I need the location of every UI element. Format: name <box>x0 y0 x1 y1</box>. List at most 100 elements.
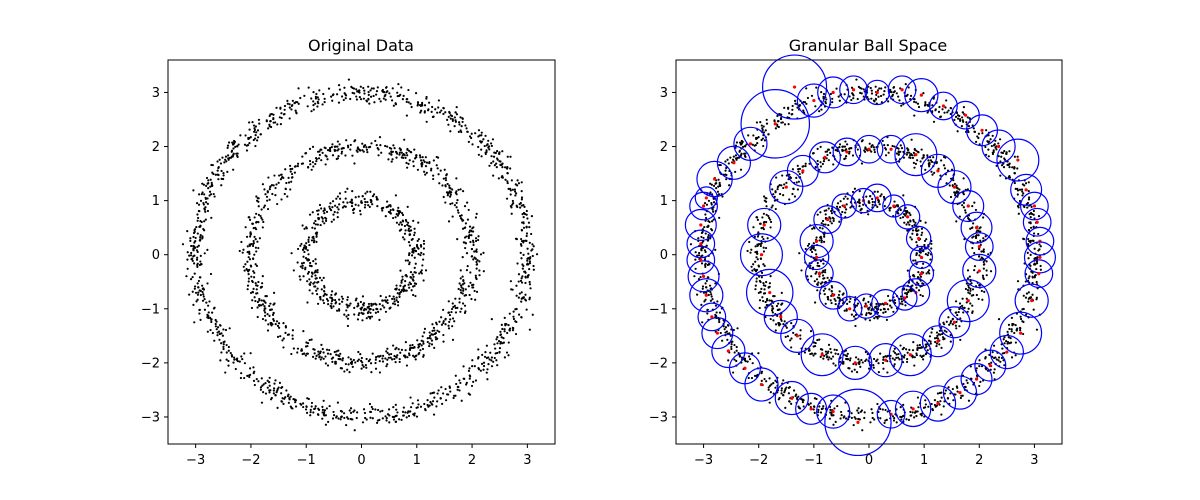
data-point <box>331 358 333 360</box>
data-point <box>436 112 438 114</box>
data-point <box>257 316 259 318</box>
data-point <box>826 355 828 357</box>
data-point <box>451 202 453 204</box>
data-point <box>971 247 973 249</box>
data-point <box>844 157 846 159</box>
data-point <box>303 228 305 230</box>
data-point <box>774 387 776 389</box>
data-point <box>401 152 403 154</box>
data-point <box>380 295 382 297</box>
data-point <box>779 193 781 195</box>
data-point <box>744 155 746 157</box>
data-point <box>246 375 248 377</box>
data-point <box>399 285 401 287</box>
data-point <box>793 389 795 391</box>
data-point <box>917 103 919 105</box>
data-point <box>884 419 886 421</box>
data-point <box>472 240 474 242</box>
data-point <box>883 422 885 424</box>
data-point <box>423 403 425 405</box>
data-point <box>400 229 402 231</box>
data-point <box>940 159 942 161</box>
data-point <box>306 259 308 261</box>
data-point <box>885 154 887 156</box>
data-point <box>777 322 779 324</box>
data-point <box>772 193 774 195</box>
data-point <box>457 389 459 391</box>
data-point <box>513 318 515 320</box>
data-point <box>341 411 343 413</box>
data-point <box>943 112 945 114</box>
data-point <box>307 249 309 251</box>
data-point <box>893 417 895 419</box>
data-point <box>384 415 386 417</box>
data-point <box>410 277 412 279</box>
data-point <box>526 217 528 219</box>
data-point <box>269 186 271 188</box>
data-point <box>743 153 745 155</box>
data-point <box>227 145 229 147</box>
data-point <box>295 405 297 407</box>
data-point <box>818 265 820 267</box>
data-point <box>235 368 237 370</box>
data-point <box>896 421 898 423</box>
data-point <box>408 263 410 265</box>
data-point <box>780 122 782 124</box>
data-point <box>407 163 409 165</box>
data-point <box>893 145 895 147</box>
data-point <box>402 219 404 221</box>
data-point <box>830 302 832 304</box>
data-point <box>702 285 704 287</box>
data-point <box>870 87 872 89</box>
data-point <box>398 154 400 156</box>
data-point <box>353 313 355 315</box>
data-point <box>769 275 771 277</box>
data-point <box>246 261 248 263</box>
data-point <box>912 229 914 231</box>
data-point <box>792 105 794 107</box>
y-tick-label: 2 <box>660 140 668 155</box>
data-point <box>519 206 521 208</box>
data-point <box>284 105 286 107</box>
data-point <box>899 416 901 418</box>
data-point <box>858 200 860 202</box>
data-point <box>356 98 358 100</box>
data-point <box>838 294 840 296</box>
data-point <box>1014 182 1016 184</box>
data-point <box>192 304 194 306</box>
data-point <box>394 147 396 149</box>
data-point <box>880 87 882 89</box>
data-point <box>291 334 293 336</box>
data-point <box>437 389 439 391</box>
data-point <box>266 200 268 202</box>
data-point <box>311 275 313 277</box>
data-point <box>816 289 818 291</box>
data-point <box>428 343 430 345</box>
data-point <box>392 406 394 408</box>
data-point <box>403 407 405 409</box>
data-point <box>192 236 194 238</box>
data-point <box>371 406 373 408</box>
data-point <box>257 129 259 131</box>
data-point <box>320 358 322 360</box>
data-point <box>794 195 796 197</box>
data-point <box>480 253 482 255</box>
data-point <box>1017 205 1019 207</box>
data-point <box>728 162 730 164</box>
data-point <box>452 339 454 341</box>
data-point <box>350 407 352 409</box>
data-point <box>469 282 471 284</box>
data-point <box>456 206 458 208</box>
data-point <box>291 176 293 178</box>
ball-center <box>713 177 716 180</box>
data-point <box>532 255 534 257</box>
data-point <box>812 248 814 250</box>
data-point <box>235 153 237 155</box>
data-point <box>817 160 819 162</box>
data-point <box>478 154 480 156</box>
data-point <box>278 322 280 324</box>
data-point <box>221 178 223 180</box>
data-point <box>755 285 757 287</box>
data-point <box>198 204 200 206</box>
data-point <box>849 357 851 359</box>
